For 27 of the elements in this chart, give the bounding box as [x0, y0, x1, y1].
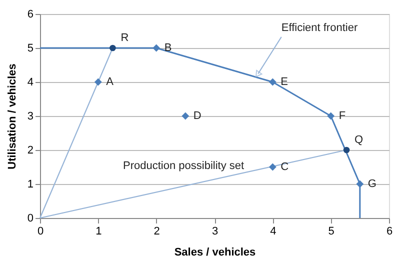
x-tick-label: 5 — [328, 226, 334, 238]
data-label: E — [280, 76, 288, 88]
y-tick-label: 3 — [27, 110, 34, 122]
y-tick-label: 2 — [27, 144, 34, 156]
x-tick-label: 2 — [154, 226, 160, 238]
data-label: Q — [354, 134, 364, 146]
data-label: G — [368, 178, 376, 190]
x-tick-label: 1 — [96, 226, 102, 238]
x-tick-label: 6 — [386, 226, 393, 238]
y-tick-label: 4 — [27, 76, 34, 88]
y-axis-title: Utilisation / vehicles — [6, 64, 18, 170]
data-label: A — [106, 76, 114, 88]
data-label: B — [164, 42, 172, 54]
y-tick-label: 0 — [27, 212, 34, 224]
annotation: Production possibility set — [123, 160, 244, 172]
x-axis-title: Sales / vehicles — [174, 246, 256, 258]
y-tick-label: 5 — [27, 42, 34, 54]
data-label: R — [120, 32, 129, 44]
data-label: D — [193, 110, 202, 122]
x-tick-label: 4 — [270, 226, 276, 238]
y-tick-label: 1 — [27, 178, 34, 190]
x-tick-label: 3 — [212, 226, 218, 238]
data-label: F — [338, 110, 346, 122]
y-tick-label: 6 — [27, 8, 34, 20]
data-label: C — [280, 161, 289, 173]
x-tick-label: 0 — [37, 226, 44, 238]
annotation: Efficient frontier — [281, 22, 358, 34]
